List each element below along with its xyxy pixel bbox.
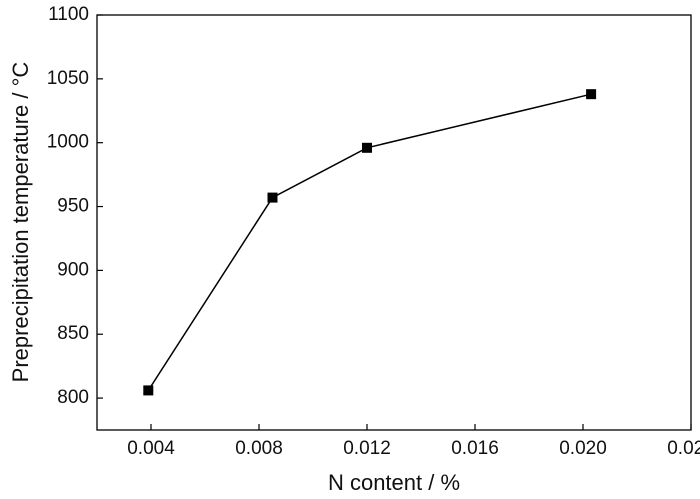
y-tick-label: 950: [57, 196, 89, 217]
data-point: [267, 192, 278, 203]
x-axis-title: N content / %: [328, 470, 460, 495]
x-tick-label: 0.016: [451, 438, 499, 459]
x-tick-label: 0.024: [667, 438, 700, 459]
y-tick-label: 900: [57, 259, 89, 280]
x-tick-label: 0.020: [559, 438, 607, 459]
data-point: [362, 142, 372, 153]
y-tick-label: 1050: [47, 68, 89, 89]
data-line: [147, 93, 592, 391]
data-point: [143, 385, 154, 396]
y-tick-label: 1100: [48, 4, 89, 25]
x-tick-label: 0.008: [235, 438, 283, 459]
y-tick-label: 850: [57, 323, 89, 344]
plot-frame: [96, 14, 692, 431]
y-axis-title: Preprecipitation temperature / °C: [8, 62, 33, 383]
x-tick-label: 0.004: [127, 438, 175, 459]
data-point: [586, 89, 597, 100]
y-tick-label: 800: [57, 387, 89, 408]
x-tick-label: 0.012: [343, 438, 391, 459]
y-tick-label: 1000: [47, 132, 89, 153]
